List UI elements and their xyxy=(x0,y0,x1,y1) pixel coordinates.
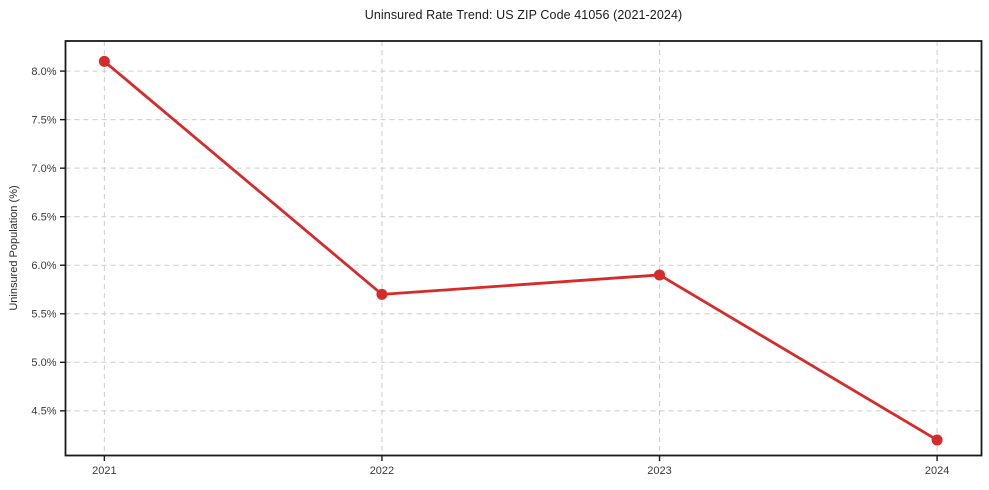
data-point xyxy=(931,434,943,446)
data-point xyxy=(376,288,388,300)
y-tick-label: 7.5% xyxy=(31,114,56,126)
y-tick-label: 6.0% xyxy=(31,260,56,272)
y-tick-label: 5.0% xyxy=(31,357,56,369)
data-point xyxy=(654,269,666,281)
trend-line xyxy=(102,59,939,442)
y-tick-label: 4.5% xyxy=(31,406,56,418)
x-tick-label: 2024 xyxy=(925,465,949,477)
y-tick-label: 7.0% xyxy=(31,163,56,175)
chart-title: Uninsured Rate Trend: US ZIP Code 41056 … xyxy=(364,8,683,22)
y-tick-label: 8.0% xyxy=(31,66,56,78)
y-tick-label: 6.5% xyxy=(31,212,56,224)
data-point xyxy=(98,55,110,67)
x-tick-label: 2022 xyxy=(370,465,394,477)
plot-border xyxy=(64,40,983,457)
y-tick-label: 5.5% xyxy=(31,309,56,321)
x-tick-label: 2021 xyxy=(92,465,116,477)
x-tick-label: 2023 xyxy=(647,465,671,477)
